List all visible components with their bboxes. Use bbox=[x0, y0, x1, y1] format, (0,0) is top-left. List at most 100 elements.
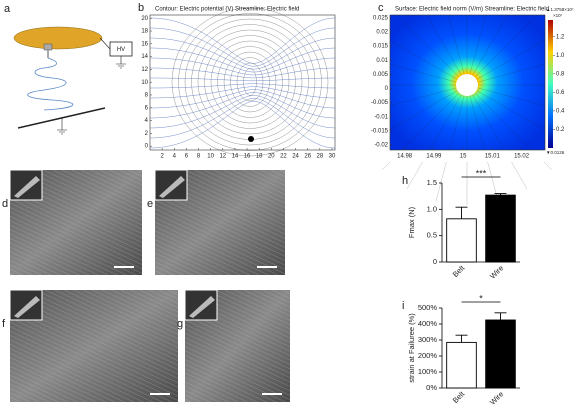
hv-label: HV bbox=[117, 47, 125, 53]
panel-label: i bbox=[402, 300, 404, 312]
cb-frame bbox=[548, 20, 553, 148]
wire bbox=[99, 37, 111, 50]
x-tick-label: 15.02 bbox=[514, 154, 530, 160]
y-tick-label: 14 bbox=[141, 54, 148, 60]
y-tick-label: 500% bbox=[418, 303, 438, 312]
cb-min: ▼0.0126 bbox=[546, 150, 565, 155]
panel-label: h bbox=[402, 175, 408, 187]
y-tick-label: 0.005 bbox=[373, 72, 389, 78]
cb-tick-label: 0.8 bbox=[556, 71, 565, 77]
streamline bbox=[149, 77, 336, 82]
streamline bbox=[149, 27, 336, 67]
panel-label: f bbox=[2, 318, 6, 330]
x-tick-label: 2 bbox=[160, 154, 164, 160]
streamline bbox=[417, 0, 462, 76]
x-tick-label: Belt bbox=[451, 389, 467, 405]
equipotential bbox=[197, 29, 303, 135]
ground bbox=[116, 56, 126, 69]
bar bbox=[485, 194, 516, 263]
jet-spiral bbox=[27, 57, 74, 111]
y-tick-label: -0.01 bbox=[374, 114, 388, 120]
inset-fiber bbox=[14, 176, 40, 198]
x-tick-label: Wire bbox=[488, 263, 505, 280]
y-tick-label: 18 bbox=[141, 29, 148, 35]
streamline bbox=[149, 89, 336, 109]
x-tick-label: 22 bbox=[280, 154, 287, 160]
significance-label: * bbox=[479, 293, 483, 303]
error-bar bbox=[494, 312, 507, 320]
y-tick-label: -0.015 bbox=[371, 128, 389, 134]
streamline bbox=[149, 95, 336, 129]
x-tick-label: 14.98 bbox=[397, 154, 413, 160]
equipotential bbox=[223, 51, 277, 113]
y-axis-label: strain at Failuree (%) bbox=[407, 313, 416, 383]
x-tick-label: 12 bbox=[219, 154, 226, 160]
schematic: a HV bbox=[4, 3, 133, 135]
streamline bbox=[469, 95, 499, 201]
plot-title: Contour: Electric potential (V) Streamli… bbox=[155, 7, 299, 13]
x-tick-label: Belt bbox=[451, 263, 467, 279]
plot-frame bbox=[149, 14, 336, 151]
y-tick-label: 12 bbox=[141, 67, 148, 73]
x-tick-label: 28 bbox=[316, 154, 323, 160]
streamline bbox=[149, 86, 336, 99]
electrode bbox=[248, 136, 254, 142]
mask bbox=[340, 0, 578, 15]
x-tick-label: 18 bbox=[256, 154, 263, 160]
error-bar bbox=[455, 334, 468, 343]
equipotential bbox=[210, 40, 290, 124]
y-tick-label: 8 bbox=[145, 93, 149, 99]
y-axis-label: Fmax (N) bbox=[407, 206, 416, 238]
streamline bbox=[149, 67, 336, 79]
x-tick-label: 16 bbox=[244, 154, 251, 160]
inset-fiber bbox=[14, 296, 40, 318]
streamline bbox=[149, 57, 336, 76]
equipotential bbox=[171, 7, 329, 157]
error-bar bbox=[455, 206, 468, 219]
inset bbox=[184, 289, 218, 321]
streamline bbox=[406, 94, 462, 189]
y-tick-label: 4 bbox=[145, 118, 149, 124]
y-tick-label: 0.02 bbox=[376, 30, 388, 36]
y-tick-label: 0 bbox=[145, 144, 149, 150]
panel-label: e bbox=[147, 198, 153, 210]
scale-bar bbox=[257, 266, 277, 268]
y-tick-label: 0.025 bbox=[373, 15, 389, 21]
streamline bbox=[149, 17, 336, 64]
x-tick-label: 24 bbox=[292, 154, 299, 160]
streamline bbox=[149, 37, 336, 70]
streamline bbox=[149, 92, 336, 119]
x-tick-label: 4 bbox=[173, 154, 177, 160]
equipotential bbox=[204, 35, 296, 129]
equipotential bbox=[178, 13, 322, 151]
streamline bbox=[444, 0, 465, 75]
equipotential bbox=[230, 57, 270, 107]
y-tick-label: 16 bbox=[141, 41, 148, 47]
x-tick-label: 14 bbox=[232, 154, 239, 160]
streamline bbox=[472, 94, 528, 189]
inset-fiber bbox=[159, 176, 185, 198]
x-tick-label: 15 bbox=[460, 154, 467, 160]
significance-label: *** bbox=[476, 168, 487, 178]
equipotential bbox=[217, 46, 283, 118]
panel-label: c bbox=[378, 2, 384, 14]
y-tick-label: 0 bbox=[385, 86, 389, 92]
wire-cross-section bbox=[456, 74, 478, 96]
streamline bbox=[149, 47, 336, 73]
error-bar bbox=[494, 193, 507, 196]
nozzle bbox=[43, 43, 53, 51]
bar bbox=[485, 319, 516, 389]
x-tick-label: Wire bbox=[488, 389, 505, 406]
y-tick-label: 2 bbox=[145, 131, 149, 137]
panel-label: d bbox=[2, 198, 8, 210]
bar bbox=[446, 341, 477, 389]
cb-tick-label: 1.2 bbox=[556, 34, 565, 40]
streamline bbox=[472, 0, 517, 76]
x-tick-label: 10 bbox=[207, 154, 214, 160]
equipotential bbox=[243, 68, 257, 96]
x-tick-label: 8 bbox=[197, 154, 201, 160]
equipotential bbox=[191, 24, 309, 140]
x-tick-label: 14.99 bbox=[426, 154, 442, 160]
y-tick-label: 400% bbox=[418, 319, 438, 328]
